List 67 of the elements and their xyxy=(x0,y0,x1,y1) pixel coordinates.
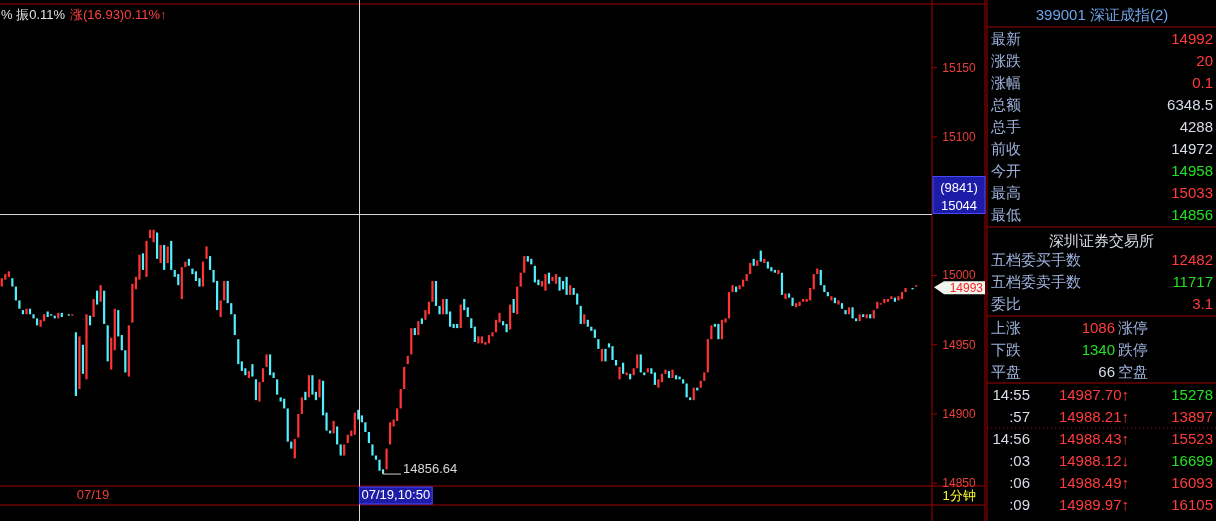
text: 总手 xyxy=(990,118,1021,135)
text: 14972 xyxy=(1171,140,1213,157)
text: 12482 xyxy=(1171,251,1213,268)
text: 399001 深证成指(2) xyxy=(1035,6,1169,23)
y-tick-label: 14900 xyxy=(942,406,977,421)
text: 0.1 xyxy=(1192,74,1213,91)
text: 3.1 xyxy=(1192,295,1213,312)
text: 14958 xyxy=(1171,162,1213,179)
text: 总额 xyxy=(990,96,1021,113)
text: :06 xyxy=(1009,474,1030,491)
text: 14988.12↓ xyxy=(1058,452,1129,469)
text: 上涨 xyxy=(991,319,1021,336)
text: 1分钟 xyxy=(942,488,976,503)
text: 今开 xyxy=(991,162,1021,179)
text: 15523 xyxy=(1171,430,1213,447)
text: :03 xyxy=(1009,452,1030,469)
text: 14856 xyxy=(1171,206,1213,223)
text: 07/19 xyxy=(76,487,110,502)
annotation: % 振0.11% xyxy=(1,7,66,22)
annotation: 涨(16.93)0.11%↑ xyxy=(70,7,167,22)
text: :57 xyxy=(1009,408,1030,425)
text: 委比 xyxy=(991,295,1021,312)
y-tick-label: 15000 xyxy=(942,268,977,283)
text: 涨停 xyxy=(1118,319,1148,336)
text: 14:56 xyxy=(992,430,1030,447)
text: 跌停 xyxy=(1118,341,1148,358)
text: 14993 xyxy=(949,281,984,296)
text: 14987.70↑ xyxy=(1058,386,1129,403)
text: 11717 xyxy=(1172,273,1213,290)
text: 涨跌 xyxy=(991,52,1021,69)
text: 五档委买手数 xyxy=(991,251,1081,268)
text: 深圳证券交易所 xyxy=(1048,232,1154,249)
text: 涨幅 xyxy=(991,74,1021,91)
text: :09 xyxy=(1009,496,1030,513)
text: 平盘 xyxy=(991,363,1021,380)
text: 4288 xyxy=(1179,118,1213,135)
text: 15033 xyxy=(1171,184,1213,201)
text: 五档委卖手数 xyxy=(991,273,1081,290)
ref-line-label: 15044 xyxy=(940,197,978,213)
text: 16105 xyxy=(1171,496,1213,513)
text: 14988.49↑ xyxy=(1058,474,1129,491)
text: 1340 xyxy=(1081,341,1115,358)
text: 07/19,10:50 xyxy=(361,487,431,502)
text: 66 xyxy=(1098,363,1115,380)
text: 1086 xyxy=(1081,319,1115,336)
text: (9841) xyxy=(940,179,978,195)
text: 最高 xyxy=(991,184,1021,201)
text: 下跌 xyxy=(991,341,1021,358)
y-tick-label: 14950 xyxy=(942,337,977,352)
text: 14:55 xyxy=(992,386,1030,403)
text: 16093 xyxy=(1171,474,1213,491)
text: 最新 xyxy=(991,30,1021,47)
text: 14988.21↑ xyxy=(1058,408,1129,425)
text: 空盘 xyxy=(1118,363,1148,380)
text: 最低 xyxy=(991,206,1021,223)
text: 14989.97↑ xyxy=(1058,496,1129,513)
text: 15278 xyxy=(1171,386,1213,403)
text: 13897 xyxy=(1171,408,1213,425)
annotation: 14856.64 xyxy=(403,461,458,477)
y-tick-label: 15100 xyxy=(942,129,977,144)
text: 前收 xyxy=(991,140,1021,157)
y-tick-label: 15150 xyxy=(942,60,977,75)
text: 20 xyxy=(1196,52,1213,69)
text: 14988.43↑ xyxy=(1058,430,1129,447)
text: 14992 xyxy=(1171,30,1213,47)
text: 6348.5 xyxy=(1167,96,1213,113)
text: 16699 xyxy=(1171,452,1213,469)
